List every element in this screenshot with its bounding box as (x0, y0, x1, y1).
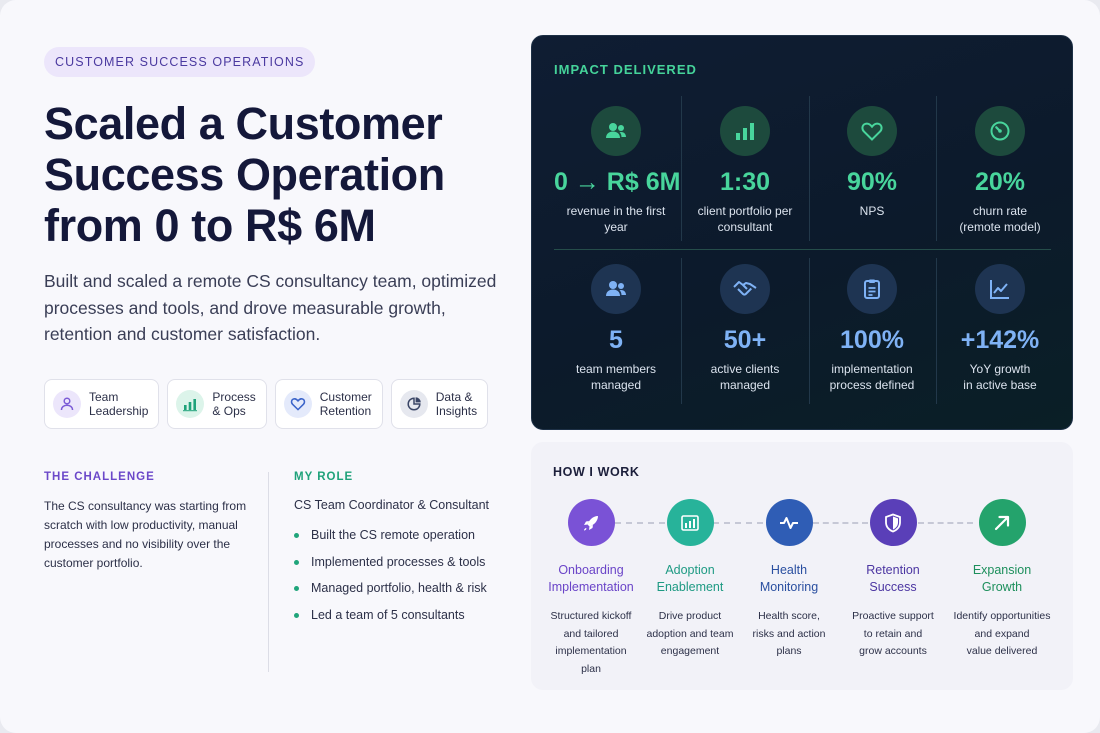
step-title: Retention Success (866, 563, 920, 594)
metric-value: +142% (960, 326, 1040, 354)
bar-chart-icon (720, 106, 770, 156)
how-heading: HOW I WORK (553, 465, 640, 479)
metric-label: implementation process defined (829, 362, 915, 392)
role-heading: MY ROLE (294, 471, 354, 483)
bar-chart-icon (176, 390, 205, 418)
metrics-grid: 0 → R$ 6M revenue in the first year 1:30… (554, 96, 1051, 404)
grid-divider (681, 96, 682, 241)
metric-value: 1:30 (719, 168, 771, 196)
step-title: Adoption Enablement (656, 563, 724, 594)
step-expansion: Expansion Growth Identify opportunities … (947, 499, 1057, 661)
list-item: Implemented processes & tools (294, 555, 487, 582)
list-item: Led a team of 5 consultants (294, 608, 487, 635)
step-health: Health Monitoring Health score, risks an… (734, 499, 844, 661)
grid-divider (809, 258, 810, 404)
metric-value: 5 (609, 326, 623, 354)
list-item: Built the CS remote operation (294, 528, 487, 555)
step-connector (918, 522, 973, 524)
metric-label: churn rate (remote model) (959, 204, 1041, 234)
step-desc: Structured kickoff and tailored implemen… (550, 610, 632, 675)
grid-divider (554, 249, 1051, 250)
chip-process-ops: Process & Ops (167, 379, 267, 429)
trend-line-icon (975, 264, 1025, 314)
metric-label: team members managed (575, 362, 657, 392)
skill-chips: Team Leadership Process & Ops Customer R… (44, 379, 489, 429)
grid-divider (936, 258, 937, 404)
page-title: Scaled a Customer Success Operation from… (44, 98, 445, 251)
metric-value: 20% (974, 168, 1026, 196)
users-icon (53, 390, 81, 418)
challenge-heading: THE CHALLENGE (44, 471, 155, 483)
metric-label: client portfolio per consultant (697, 204, 793, 234)
how-i-work-panel: HOW I WORK Onboarding Implementation Str… (531, 442, 1073, 690)
metric-value: 100% (840, 326, 904, 354)
handshake-icon (720, 264, 770, 314)
step-connector (713, 522, 763, 524)
heart-icon (283, 390, 312, 418)
metric-label: YoY growth in active base (963, 362, 1037, 392)
role-title: CS Team Coordinator & Consultant (294, 498, 490, 512)
rocket-icon (567, 499, 615, 546)
challenge-text: The CS consultancy was starting from scr… (44, 499, 247, 570)
step-onboarding: Onboarding Implementation Structured kic… (536, 499, 646, 678)
step-connector (813, 522, 868, 524)
step-desc: Drive product adoption and team engageme… (646, 610, 734, 657)
metric-label: revenue in the first year (566, 204, 666, 234)
grid-divider (809, 96, 810, 241)
growth-chart-icon (666, 499, 714, 546)
impact-panel: IMPACT DELIVERED 0 → R$ 6M revenue in th… (531, 35, 1073, 430)
chip-team-leadership: Team Leadership (44, 379, 160, 429)
grid-divider (681, 258, 682, 404)
step-title: Health Monitoring (759, 563, 819, 594)
metric-team: 5 team members managed (554, 264, 678, 393)
page-subtitle: Built and scaled a remote CS consultancy… (44, 271, 497, 344)
metric-value: 90% (846, 168, 898, 196)
metric-label: active clients managed (710, 362, 780, 392)
step-desc: Proactive support to retain and grow acc… (852, 610, 934, 657)
shield-icon (869, 499, 917, 546)
metric-growth: +142% YoY growth in active base (938, 264, 1062, 393)
metric-value: 50+ (723, 326, 767, 354)
chip-label: Team Leadership (89, 390, 149, 418)
step-title: Onboarding Implementation (548, 563, 634, 594)
metric-label: NPS (859, 204, 885, 218)
role-list: Built the CS remote operation Implemente… (294, 528, 487, 634)
step-desc: Health score, risks and action plans (752, 610, 826, 657)
users-icon (591, 264, 641, 314)
arrow-up-right-icon (978, 499, 1026, 546)
users-icon (591, 106, 641, 156)
metric-implementation: 100% implementation process defined (810, 264, 934, 393)
metric-nps: 90% NPS (810, 106, 934, 219)
metric-churn: 20% churn rate (remote model) (938, 106, 1062, 235)
impact-heading: IMPACT DELIVERED (554, 62, 697, 77)
pulse-icon (765, 499, 813, 546)
metric-portfolio: 1:30 client portfolio per consultant (683, 106, 807, 235)
step-adoption: Adoption Enablement Drive product adopti… (635, 499, 745, 661)
heart-icon (847, 106, 897, 156)
chip-label: Process & Ops (212, 390, 256, 418)
section-divider (268, 472, 269, 672)
pie-chart-icon (399, 390, 428, 418)
metric-revenue: 0 → R$ 6M revenue in the first year (554, 106, 681, 235)
step-desc: Identify opportunities and expand value … (953, 610, 1051, 657)
category-tag: CUSTOMER SUCCESS OPERATIONS (44, 47, 316, 77)
chip-data-insights: Data & Insights (390, 379, 489, 429)
metric-value: 0 → R$ 6M (554, 168, 681, 196)
list-item: Managed portfolio, health & risk (294, 581, 487, 608)
chip-customer-retention: Customer Retention (274, 379, 383, 429)
metric-clients: 50+ active clients managed (683, 264, 807, 393)
grid-divider (936, 96, 937, 241)
clipboard-icon (847, 264, 897, 314)
step-retention: Retention Success Proactive support to r… (838, 499, 948, 661)
gauge-icon (975, 106, 1025, 156)
step-connector (615, 522, 665, 524)
chip-label: Customer Retention (319, 390, 372, 418)
chip-label: Data & Insights (435, 390, 478, 418)
step-title: Expansion Growth (972, 563, 1032, 594)
